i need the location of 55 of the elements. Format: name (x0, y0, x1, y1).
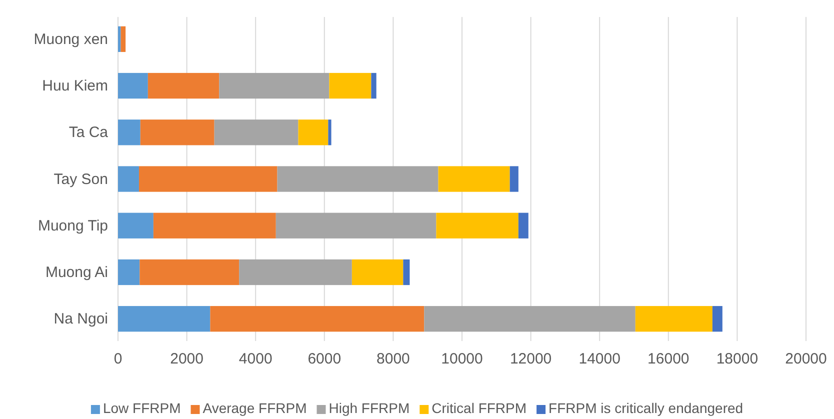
bar (148, 72, 220, 99)
bar (424, 306, 636, 332)
legend-label: Low FFRPM (102, 400, 181, 416)
bar (118, 120, 140, 146)
y-tick-label: Huu Kiem (42, 78, 108, 95)
legend-label: FFRPM is critically endangered (548, 400, 744, 416)
y-tick-label: Muong Ai (45, 264, 108, 282)
bar (118, 212, 154, 238)
bar (138, 166, 278, 192)
bar (328, 120, 332, 146)
x-tick-label: 6000 (308, 350, 342, 368)
x-tick-label: 8000 (376, 350, 410, 368)
legend-label: Critical FFRPM (432, 400, 527, 416)
bar (118, 166, 139, 192)
legend-label: Average FFRPM (202, 400, 307, 416)
x-tick-label: 10000 (441, 350, 483, 368)
x-tick-label: 18000 (716, 350, 758, 368)
bar (118, 26, 121, 52)
x-tick-label: 2000 (170, 350, 204, 368)
x-tick-label: 20000 (785, 350, 827, 368)
x-tick-label: 14000 (578, 350, 620, 368)
x-tick-label: 12000 (510, 350, 552, 368)
bar (120, 26, 126, 52)
bar (277, 166, 438, 192)
y-tick-label: Tay Son (54, 170, 108, 188)
bar (510, 166, 518, 192)
bar (140, 120, 214, 146)
bar (712, 306, 722, 332)
bar (140, 259, 240, 286)
x-tick-label: 4000 (238, 350, 272, 368)
bar (352, 259, 404, 286)
bar (214, 120, 298, 146)
x-tick-label: 16000 (648, 350, 690, 368)
bar (635, 306, 712, 332)
bar (219, 72, 330, 99)
bar (210, 306, 424, 332)
y-tick-label: Ta Ca (68, 124, 109, 142)
bar (371, 72, 376, 99)
bar (518, 212, 528, 238)
bar (329, 72, 372, 99)
bar (118, 72, 148, 99)
bar (403, 259, 410, 286)
y-tick-label: Muong xen (34, 30, 108, 48)
bar (436, 212, 518, 238)
bar (298, 120, 328, 146)
bar (438, 166, 510, 192)
bar (118, 259, 140, 286)
bar (276, 212, 436, 238)
bar (153, 212, 276, 238)
x-tick-label: 0 (114, 350, 122, 368)
y-tick-label: Na Ngoi (54, 310, 108, 328)
y-tick-label: Muong Tip (38, 217, 108, 234)
bar (118, 306, 210, 332)
legend-label: High FFRPM (328, 400, 410, 416)
bar (239, 259, 352, 286)
